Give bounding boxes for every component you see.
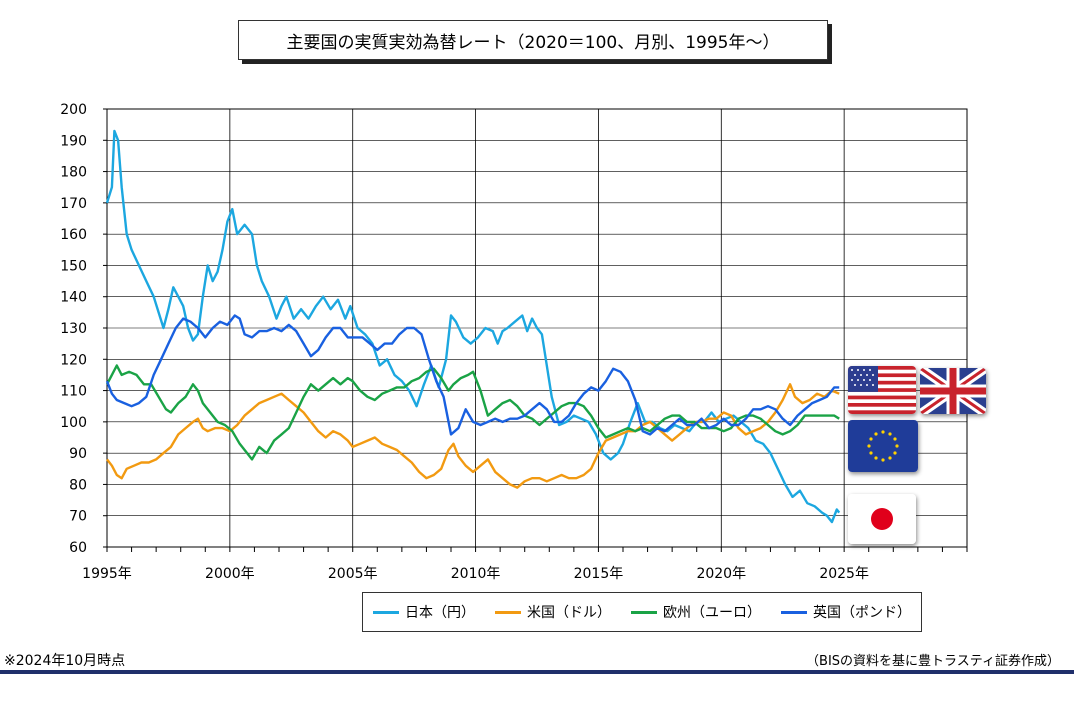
legend-item-uk: 英国（ポンド） [781, 602, 911, 622]
legend-swatch-japan [373, 610, 399, 614]
x-tick-label: 2000年 [205, 566, 255, 582]
y-tick-label: 140 [60, 290, 87, 306]
uk-flag-icon [920, 368, 986, 414]
x-tick-label: 2005年 [328, 566, 378, 582]
y-tick-label: 130 [60, 321, 87, 337]
y-tick-label: 180 [60, 165, 87, 181]
series-line-3 [105, 314, 840, 436]
y-tick-label: 160 [60, 227, 87, 243]
legend-item-euro: 欧州（ユーロ） [631, 602, 761, 622]
series-line-2 [105, 364, 840, 461]
x-tick-label: 2025年 [819, 566, 869, 582]
legend-swatch-uk [781, 610, 807, 614]
chart-legend: 日本（円） 米国（ドル） 欧州（ユーロ） 英国（ポンド） [362, 592, 922, 632]
x-tick-label: 1995年 [82, 566, 132, 582]
legend-label-euro: 欧州（ユーロ） [663, 605, 761, 621]
source-credit: （BISの資料を基に豊トラスティ証券作成） [806, 654, 1060, 669]
eu-flag-icon [848, 420, 918, 472]
legend-swatch-euro [631, 610, 657, 614]
legend-label-uk: 英国（ポンド） [813, 605, 911, 621]
x-tick-label: 2020年 [696, 566, 746, 582]
y-tick-label: 190 [60, 133, 87, 149]
x-tick-label: 2015年 [574, 566, 624, 582]
japan-flag-icon [848, 494, 916, 544]
series-line-1 [106, 383, 840, 489]
y-tick-label: 100 [60, 415, 87, 431]
us-flag-icon [848, 366, 916, 414]
legend-label-us: 米国（ドル） [527, 605, 611, 621]
footnote-date: ※2024年10月時点 [4, 653, 126, 669]
y-tick-label: 70 [69, 509, 87, 525]
series-line-0 [105, 129, 841, 524]
y-tick-label: 60 [69, 540, 87, 556]
y-tick-label: 110 [60, 384, 87, 400]
y-tick-label: 90 [69, 446, 87, 462]
x-tick-label: 2010年 [451, 566, 501, 582]
y-tick-label: 200 [60, 102, 87, 118]
bottom-divider [0, 670, 1074, 674]
legend-swatch-us [495, 610, 521, 614]
legend-item-japan: 日本（円） [373, 602, 475, 622]
y-tick-label: 120 [60, 352, 87, 368]
y-tick-label: 80 [69, 477, 87, 493]
legend-item-us: 米国（ドル） [495, 602, 611, 622]
y-tick-label: 150 [60, 258, 87, 274]
legend-label-japan: 日本（円） [405, 605, 475, 621]
y-tick-label: 170 [60, 196, 87, 212]
chart-title: 主要国の実質実効為替レート（2020＝100、月別、1995年～） [238, 20, 828, 60]
